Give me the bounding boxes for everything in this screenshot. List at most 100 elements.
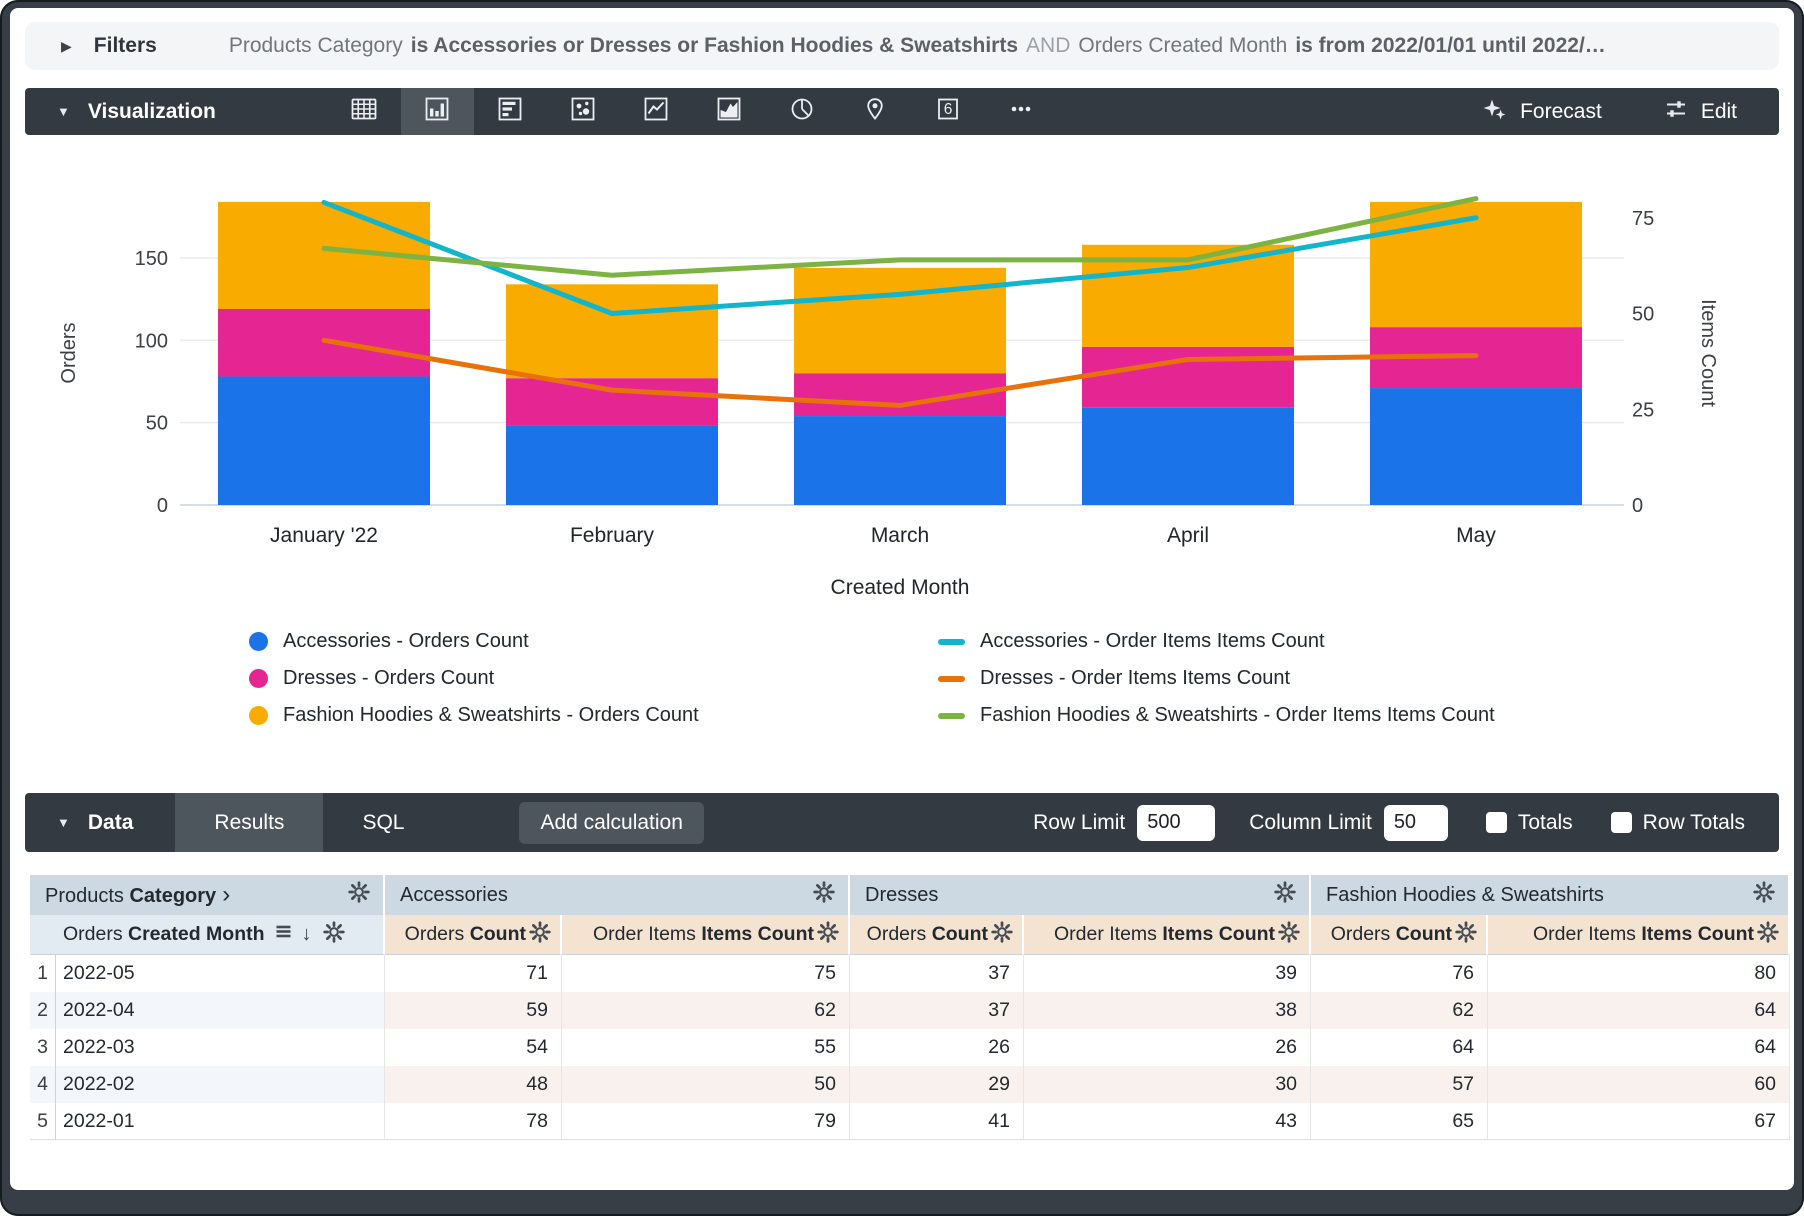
legend-item[interactable]: Fashion Hoodies & Sweatshirts - Orders C…	[249, 697, 699, 734]
group-header[interactable]: Fashion Hoodies & Sweatshirts	[1311, 875, 1791, 915]
collapse-data-icon[interactable]: ▼	[57, 815, 70, 830]
bar-segment[interactable]	[794, 416, 1006, 505]
measure-header[interactable]: Orders Count	[385, 915, 562, 955]
legend-item[interactable]: Accessories - Orders Count	[249, 623, 699, 660]
measure-cell[interactable]: 80	[1488, 955, 1791, 992]
measure-cell[interactable]: 30	[1024, 1066, 1312, 1103]
bar-segment[interactable]	[506, 378, 718, 426]
measure-gear-icon[interactable]	[1757, 920, 1779, 949]
dimension-cell[interactable]: 2022-04	[56, 992, 385, 1029]
measure-cell[interactable]: 38	[1024, 992, 1312, 1029]
column-limit-input[interactable]	[1383, 804, 1448, 841]
pivot-gear-icon[interactable]	[348, 881, 370, 909]
measure-cell[interactable]: 54	[385, 1029, 562, 1066]
measure-cell[interactable]: 60	[1488, 1066, 1791, 1103]
data-tab-results[interactable]: Results	[175, 793, 324, 852]
viz-type-column-chart[interactable]	[400, 88, 474, 135]
group-header[interactable]: Accessories	[385, 875, 850, 915]
row-totals-checkbox[interactable]	[1610, 812, 1632, 833]
viz-type-table-chart[interactable]	[328, 88, 401, 135]
legend-item[interactable]: Dresses - Orders Count	[249, 660, 699, 697]
measure-header[interactable]: Orders Count	[1311, 915, 1489, 955]
bar-segment[interactable]	[1082, 407, 1294, 505]
viz-type-scatter-chart[interactable]	[547, 88, 620, 135]
measure-cell[interactable]: 41	[850, 1103, 1024, 1140]
measure-gear-icon[interactable]	[1455, 920, 1477, 949]
measure-gear-icon[interactable]	[1278, 920, 1300, 949]
measure-cell[interactable]: 43	[1024, 1103, 1312, 1140]
measure-cell[interactable]: 78	[385, 1103, 562, 1140]
bar-segment[interactable]	[1370, 388, 1582, 505]
sort-rows-icon[interactable]	[274, 923, 293, 946]
viz-type-bar-chart[interactable]	[474, 88, 547, 135]
line-series[interactable]	[321, 199, 1479, 316]
viz-type-pie-chart[interactable]	[766, 88, 839, 135]
measure-cell[interactable]: 50	[562, 1066, 850, 1103]
measure-cell[interactable]: 64	[1311, 1029, 1489, 1066]
measure-cell[interactable]: 57	[1311, 1066, 1489, 1103]
dimension-cell[interactable]: 2022-02	[56, 1066, 385, 1103]
bar-segment[interactable]	[1370, 201, 1582, 328]
bar-segment[interactable]	[794, 267, 1006, 374]
measure-cell[interactable]: 26	[1024, 1029, 1312, 1066]
measure-cell[interactable]: 62	[1311, 992, 1489, 1029]
measure-cell[interactable]: 76	[1311, 955, 1489, 992]
bar-segment[interactable]	[506, 284, 718, 379]
measure-cell[interactable]: 39	[1024, 955, 1312, 992]
viz-type-map-chart[interactable]	[839, 88, 912, 135]
chevron-right-icon[interactable]: ›	[222, 881, 231, 908]
dimension-gear-icon[interactable]	[322, 920, 345, 949]
measure-gear-icon[interactable]	[991, 920, 1013, 949]
forecast-button[interactable]: Forecast	[1481, 97, 1602, 127]
group-header[interactable]: Dresses	[850, 875, 1312, 915]
group-gear-icon[interactable]	[1753, 881, 1775, 909]
viz-type-single-value[interactable]: 6	[912, 88, 985, 135]
legend-item[interactable]: Dresses - Order Items Items Count	[938, 660, 1495, 697]
sort-desc-icon[interactable]: ↓	[301, 923, 312, 945]
edit-button[interactable]: Edit	[1664, 97, 1737, 127]
measure-header[interactable]: Order Items Items Count	[1488, 915, 1791, 955]
measure-cell[interactable]: 64	[1488, 992, 1791, 1029]
bar-segment[interactable]	[218, 376, 430, 505]
row-limit-input[interactable]	[1137, 804, 1216, 841]
measure-cell[interactable]: 55	[562, 1029, 850, 1066]
viz-type-line-chart[interactable]	[620, 88, 693, 135]
dimension-cell[interactable]: 2022-03	[56, 1029, 385, 1066]
measure-cell[interactable]: 37	[850, 992, 1024, 1029]
data-tab-sql[interactable]: SQL	[362, 810, 405, 834]
legend-item[interactable]: Accessories - Order Items Items Count	[938, 623, 1495, 660]
totals-checkbox[interactable]	[1485, 812, 1507, 833]
measure-cell[interactable]: 62	[562, 992, 850, 1029]
measure-cell[interactable]: 64	[1488, 1029, 1791, 1066]
pivot-field-header[interactable]: Products Category ›	[30, 875, 385, 915]
measure-header[interactable]: Order Items Items Count	[1024, 915, 1312, 955]
measure-cell[interactable]: 29	[850, 1066, 1024, 1103]
legend-item[interactable]: Fashion Hoodies & Sweatshirts - Order It…	[938, 697, 1495, 734]
group-gear-icon[interactable]	[813, 881, 835, 909]
dimension-cell[interactable]: 2022-05	[56, 955, 385, 992]
line-series[interactable]	[321, 196, 1479, 278]
measure-header[interactable]: Orders Count	[850, 915, 1024, 955]
viz-type-area-chart[interactable]	[693, 88, 766, 135]
dimension-cell[interactable]: 2022-01	[56, 1103, 385, 1140]
measure-cell[interactable]: 67	[1488, 1103, 1791, 1140]
measure-cell[interactable]: 75	[562, 955, 850, 992]
collapse-visualization-icon[interactable]: ▼	[57, 104, 70, 119]
measure-cell[interactable]: 26	[850, 1029, 1024, 1066]
measure-header[interactable]: Order Items Items Count	[562, 915, 850, 955]
expand-filters-icon[interactable]: ▶	[61, 37, 72, 54]
measure-cell[interactable]: 79	[562, 1103, 850, 1140]
bar-segment[interactable]	[506, 425, 718, 505]
dimension-header[interactable]: Orders Created Month ↓	[30, 915, 385, 955]
measure-cell[interactable]: 48	[385, 1066, 562, 1103]
measure-cell[interactable]: 59	[385, 992, 562, 1029]
line-series[interactable]	[321, 337, 1479, 408]
filters-bar[interactable]: ▶ Filters Products Category is Accessorie…	[25, 22, 1779, 70]
viz-type-more-options[interactable]	[985, 88, 1058, 135]
measure-cell[interactable]: 71	[385, 955, 562, 992]
measure-gear-icon[interactable]	[529, 920, 551, 949]
add-calculation-button[interactable]: Add calculation	[519, 801, 704, 844]
measure-cell[interactable]: 37	[850, 955, 1024, 992]
measure-cell[interactable]: 65	[1311, 1103, 1489, 1140]
group-gear-icon[interactable]	[1274, 881, 1296, 909]
